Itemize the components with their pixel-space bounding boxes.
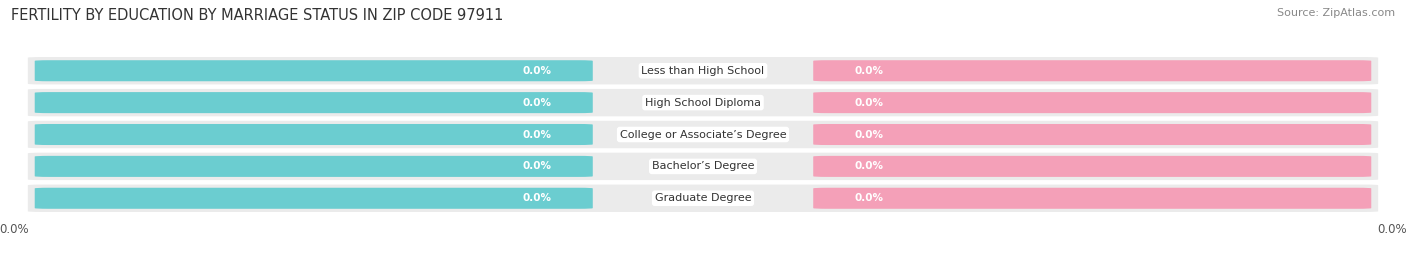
Text: 0.0%: 0.0%: [523, 66, 551, 76]
FancyBboxPatch shape: [813, 92, 1371, 113]
Text: 0.0%: 0.0%: [523, 161, 551, 171]
Text: 0.0%: 0.0%: [523, 193, 551, 203]
FancyBboxPatch shape: [35, 60, 593, 81]
Text: Source: ZipAtlas.com: Source: ZipAtlas.com: [1277, 8, 1395, 18]
Text: College or Associate’s Degree: College or Associate’s Degree: [620, 129, 786, 140]
FancyBboxPatch shape: [813, 60, 1371, 81]
Text: High School Diploma: High School Diploma: [645, 98, 761, 108]
Text: Bachelor’s Degree: Bachelor’s Degree: [652, 161, 754, 171]
Text: 0.0%: 0.0%: [855, 98, 883, 108]
FancyBboxPatch shape: [28, 185, 1378, 212]
FancyBboxPatch shape: [28, 153, 1378, 180]
FancyBboxPatch shape: [35, 92, 593, 113]
Text: Graduate Degree: Graduate Degree: [655, 193, 751, 203]
Text: 0.0%: 0.0%: [523, 98, 551, 108]
Text: 0.0%: 0.0%: [523, 129, 551, 140]
Text: FERTILITY BY EDUCATION BY MARRIAGE STATUS IN ZIP CODE 97911: FERTILITY BY EDUCATION BY MARRIAGE STATU…: [11, 8, 503, 23]
FancyBboxPatch shape: [813, 124, 1371, 145]
FancyBboxPatch shape: [28, 57, 1378, 84]
FancyBboxPatch shape: [813, 188, 1371, 209]
FancyBboxPatch shape: [35, 156, 593, 177]
Text: 0.0%: 0.0%: [855, 66, 883, 76]
FancyBboxPatch shape: [813, 156, 1371, 177]
Text: 0.0%: 0.0%: [855, 129, 883, 140]
Text: Less than High School: Less than High School: [641, 66, 765, 76]
FancyBboxPatch shape: [28, 89, 1378, 116]
Text: 0.0%: 0.0%: [855, 161, 883, 171]
FancyBboxPatch shape: [28, 121, 1378, 148]
FancyBboxPatch shape: [35, 188, 593, 209]
Text: 0.0%: 0.0%: [855, 193, 883, 203]
FancyBboxPatch shape: [35, 124, 593, 145]
